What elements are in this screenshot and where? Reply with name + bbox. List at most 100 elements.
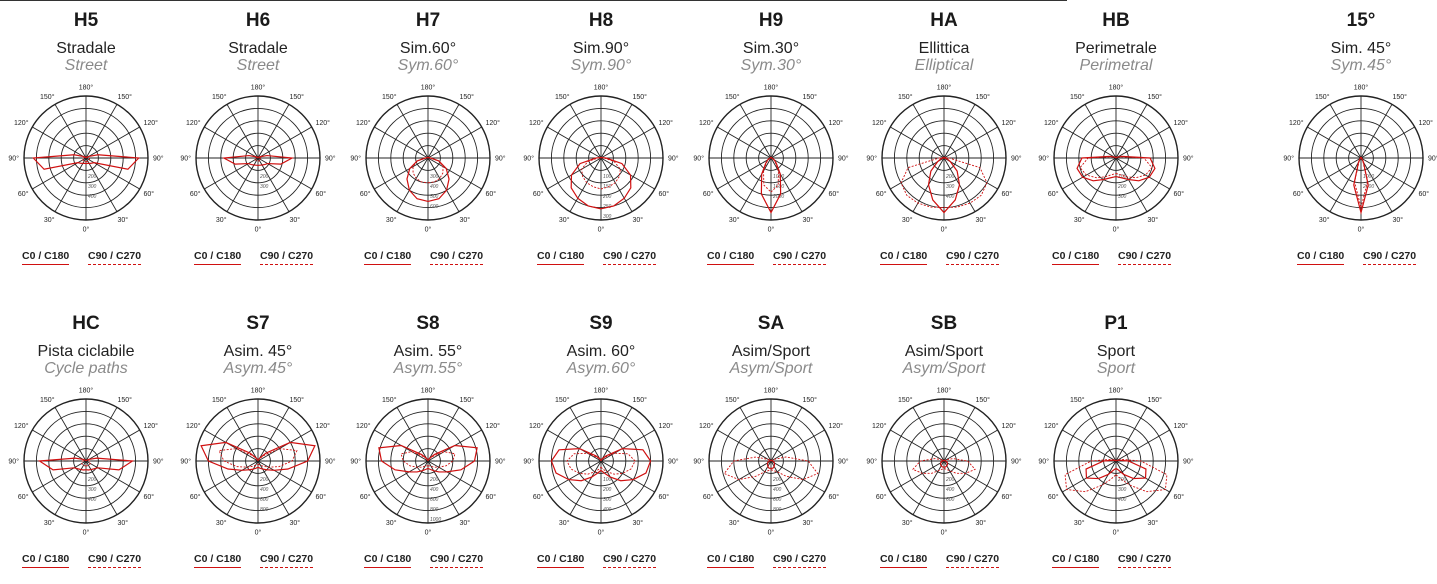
panel-name-en: Asym.60° xyxy=(566,360,636,377)
angle-label: 120° xyxy=(186,119,201,127)
panel-code: 15° xyxy=(1346,10,1376,31)
angle-label: 120° xyxy=(14,119,29,127)
radial-label: 400 xyxy=(773,487,782,493)
radial-label: 2000 xyxy=(772,194,784,200)
legend: C0 / C180 C90 / C270 xyxy=(858,250,1030,268)
angle-label: 30° xyxy=(290,519,301,527)
grid-spoke xyxy=(943,157,998,190)
radial-label: 800 xyxy=(260,507,269,513)
legend-c90-c270: C90 / C270 xyxy=(603,553,657,568)
legend: C0 / C180 C90 / C270 xyxy=(0,250,172,268)
grid-spoke xyxy=(374,157,429,190)
angle-label: 150° xyxy=(803,396,818,404)
panel-code: S9 xyxy=(589,313,613,334)
angle-label: 120° xyxy=(14,422,29,430)
panel-name-it: Stradale xyxy=(228,40,288,57)
radial-label: 100 xyxy=(603,174,612,180)
angle-label: 60° xyxy=(533,493,544,501)
top-divider xyxy=(0,0,1067,1)
legend-c90-c270: C90 / C270 xyxy=(430,250,484,265)
angle-label: 30° xyxy=(1319,216,1330,224)
polar-diagram: 0° 30° 60° 90° 120° 150° 180° 150° 120° 90° 60° 30°… xyxy=(8,387,164,537)
angle-label: 150° xyxy=(382,93,397,101)
grid-spoke xyxy=(204,460,259,493)
panel-code: S8 xyxy=(416,313,440,334)
legend-c90-c270: C90 / C270 xyxy=(603,250,657,265)
legend-c90-c270: C90 / C270 xyxy=(260,553,314,568)
curve-c90-c270 xyxy=(412,156,444,184)
panel-name-en: Perimetral xyxy=(1079,57,1153,74)
grid-spoke xyxy=(1115,460,1170,493)
panel-h5: H5 Stradale Street 0° 30° 60° 90° 120° 150° 180° 1… xyxy=(0,0,172,272)
angle-label: 180° xyxy=(251,387,266,395)
angle-label: 120° xyxy=(315,119,330,127)
grid-spoke xyxy=(1307,157,1362,190)
panel-name-en: Sym.90° xyxy=(570,57,632,74)
angle-label: 60° xyxy=(533,190,544,198)
radial-label: 600 xyxy=(430,204,439,210)
legend-c90-c270: C90 / C270 xyxy=(946,553,1000,568)
angle-label: 60° xyxy=(1048,493,1059,501)
angle-label: 60° xyxy=(703,190,714,198)
radial-label: 100 xyxy=(1118,174,1127,180)
curve-c0-c180 xyxy=(37,457,135,471)
grid-spoke xyxy=(427,157,482,190)
angle-label: 30° xyxy=(803,216,814,224)
panel-name-en: Sym.45° xyxy=(1330,57,1392,74)
radial-label: 200 xyxy=(429,477,439,483)
panel-code: H7 xyxy=(415,10,441,31)
angle-label: 120° xyxy=(828,422,843,430)
angle-label: 150° xyxy=(118,396,133,404)
angle-label: 90° xyxy=(668,155,679,163)
angle-label: 120° xyxy=(1289,119,1304,127)
angle-label: 60° xyxy=(1418,190,1429,198)
grid-spoke xyxy=(32,429,87,462)
legend-c0-c180: C0 / C180 xyxy=(22,250,70,265)
radial-label: 300 xyxy=(1118,194,1127,200)
grid-spoke xyxy=(257,460,312,493)
angle-label: 90° xyxy=(866,458,877,466)
angle-label: 90° xyxy=(153,458,164,466)
grid-spoke xyxy=(85,104,118,159)
angle-label: 60° xyxy=(876,190,887,198)
panel-s9: S9 Asim. 60° Asym.60° 0° 30° 60° 90° 120° 150° 18… xyxy=(515,303,687,575)
grid-spoke xyxy=(1115,157,1148,212)
angle-label: 150° xyxy=(1148,93,1163,101)
angle-label: 150° xyxy=(40,396,55,404)
grid-spoke xyxy=(396,407,429,462)
grid-spoke xyxy=(1360,104,1393,159)
panel-name-it: Sport xyxy=(1096,343,1136,360)
legend: C0 / C180 C90 / C270 xyxy=(515,250,687,268)
grid-spoke xyxy=(739,104,772,159)
grid-spoke xyxy=(770,104,803,159)
angle-label: 120° xyxy=(529,422,544,430)
angle-label: 90° xyxy=(1183,155,1194,163)
angle-label: 30° xyxy=(803,519,814,527)
angle-label: 60° xyxy=(658,190,669,198)
angle-label: 150° xyxy=(976,93,991,101)
angle-label: 30° xyxy=(460,519,471,527)
radial-label: 200 xyxy=(259,174,269,180)
grid-spoke xyxy=(770,429,825,462)
grid-spoke xyxy=(54,407,87,462)
angle-label: 60° xyxy=(315,190,326,198)
angle-label: 60° xyxy=(1001,493,1012,501)
angle-label: 60° xyxy=(1048,190,1059,198)
legend-c0-c180: C0 / C180 xyxy=(194,250,242,265)
grid-spoke xyxy=(1115,407,1148,462)
angle-label: 60° xyxy=(485,190,496,198)
panel-hc: HC Pista ciclabile Cycle paths 0° 30° 60° 90° 1… xyxy=(0,303,172,575)
radial-label: 200 xyxy=(602,194,612,200)
grid-spoke xyxy=(600,460,655,493)
grid-spoke xyxy=(770,126,825,159)
angle-label: 120° xyxy=(485,119,500,127)
grid-spoke xyxy=(569,104,602,159)
angle-label: 120° xyxy=(1173,119,1188,127)
radial-label: 200 xyxy=(87,174,97,180)
angle-label: 180° xyxy=(1109,84,1124,92)
angle-label: 150° xyxy=(1070,396,1085,404)
legend-c0-c180: C0 / C180 xyxy=(537,250,585,265)
angle-label: 30° xyxy=(44,216,55,224)
angle-label: 60° xyxy=(143,493,154,501)
angle-label: 150° xyxy=(1070,93,1085,101)
